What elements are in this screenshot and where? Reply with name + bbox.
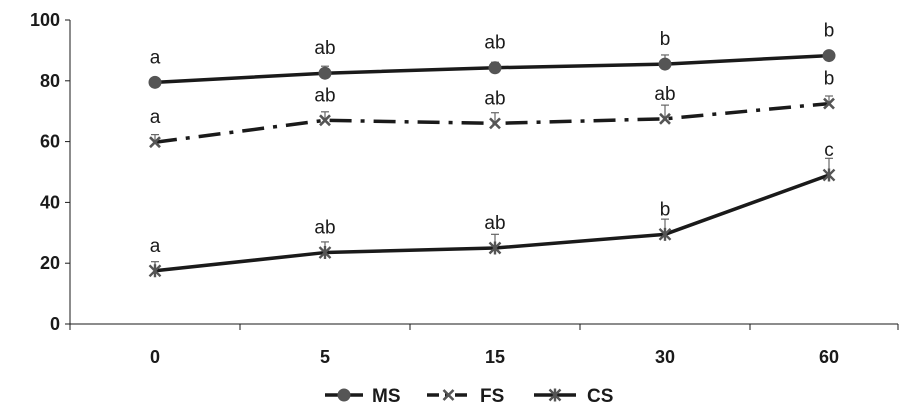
data-label-ms: b bbox=[660, 29, 671, 50]
series-line-fs bbox=[154, 101, 830, 144]
legend-marker-fs bbox=[442, 389, 455, 401]
data-label-ms: ab bbox=[314, 38, 335, 59]
legend-label-cs: CS bbox=[587, 386, 613, 407]
data-point-ms bbox=[822, 49, 836, 63]
x-tick-label: 0 bbox=[150, 347, 160, 367]
data-point-cs bbox=[822, 168, 836, 182]
data-point-cs bbox=[148, 264, 162, 278]
data-label-ms: b bbox=[824, 21, 835, 42]
y-tick-label: 100 bbox=[30, 10, 60, 30]
legend-label-ms: MS bbox=[372, 386, 401, 407]
series-markers bbox=[148, 49, 836, 278]
data-label-cs: ab bbox=[484, 213, 505, 234]
axes bbox=[69, 20, 898, 325]
data-label-fs: ab bbox=[314, 85, 335, 106]
data-label-cs: ab bbox=[314, 218, 335, 239]
data-label-ms: ab bbox=[484, 33, 505, 54]
y-tick-label: 0 bbox=[50, 314, 60, 334]
legend: MS FS CS bbox=[325, 386, 613, 407]
data-label-cs: a bbox=[150, 236, 161, 257]
error-bars bbox=[151, 51, 833, 271]
y-ticks: 0 20 40 60 80 100 bbox=[30, 10, 70, 334]
data-point-fs bbox=[319, 114, 331, 127]
legend-marker-cs bbox=[548, 388, 562, 402]
x-tick-label: 30 bbox=[655, 347, 675, 367]
legend-marker-ms bbox=[337, 388, 351, 402]
data-label-fs: b bbox=[824, 69, 835, 90]
data-point-ms bbox=[318, 66, 332, 80]
data-label-ms: a bbox=[150, 47, 161, 68]
data-label-fs: a bbox=[150, 107, 161, 128]
x-tick-label: 15 bbox=[485, 347, 505, 367]
x-tick-label: 5 bbox=[320, 347, 330, 367]
data-point-cs bbox=[658, 227, 672, 241]
y-tick-label: 20 bbox=[40, 253, 60, 273]
y-tick-label: 60 bbox=[40, 132, 60, 152]
data-point-fs bbox=[149, 136, 161, 149]
data-label-cs: c bbox=[824, 140, 834, 161]
data-point-cs bbox=[318, 246, 332, 260]
x-tick-label: 60 bbox=[819, 347, 839, 367]
legend-label-fs: FS bbox=[480, 386, 504, 407]
y-tick-label: 80 bbox=[40, 71, 60, 91]
x-ticks: 0 5 15 30 60 bbox=[69, 324, 899, 367]
data-point-fs bbox=[659, 112, 671, 125]
data-point-ms bbox=[488, 61, 502, 75]
data-point-cs bbox=[488, 241, 502, 255]
data-label-cs: b bbox=[660, 199, 671, 220]
data-point-ms bbox=[658, 57, 672, 71]
y-tick-label: 40 bbox=[40, 192, 60, 212]
data-point-fs bbox=[823, 97, 835, 110]
data-point-ms bbox=[148, 75, 162, 89]
data-label-fs: ab bbox=[484, 88, 505, 109]
data-label-fs: ab bbox=[654, 84, 675, 105]
data-point-fs bbox=[489, 117, 501, 130]
data-labels: a ab ab b b a ab ab ab b a ab ab b c bbox=[150, 21, 835, 257]
